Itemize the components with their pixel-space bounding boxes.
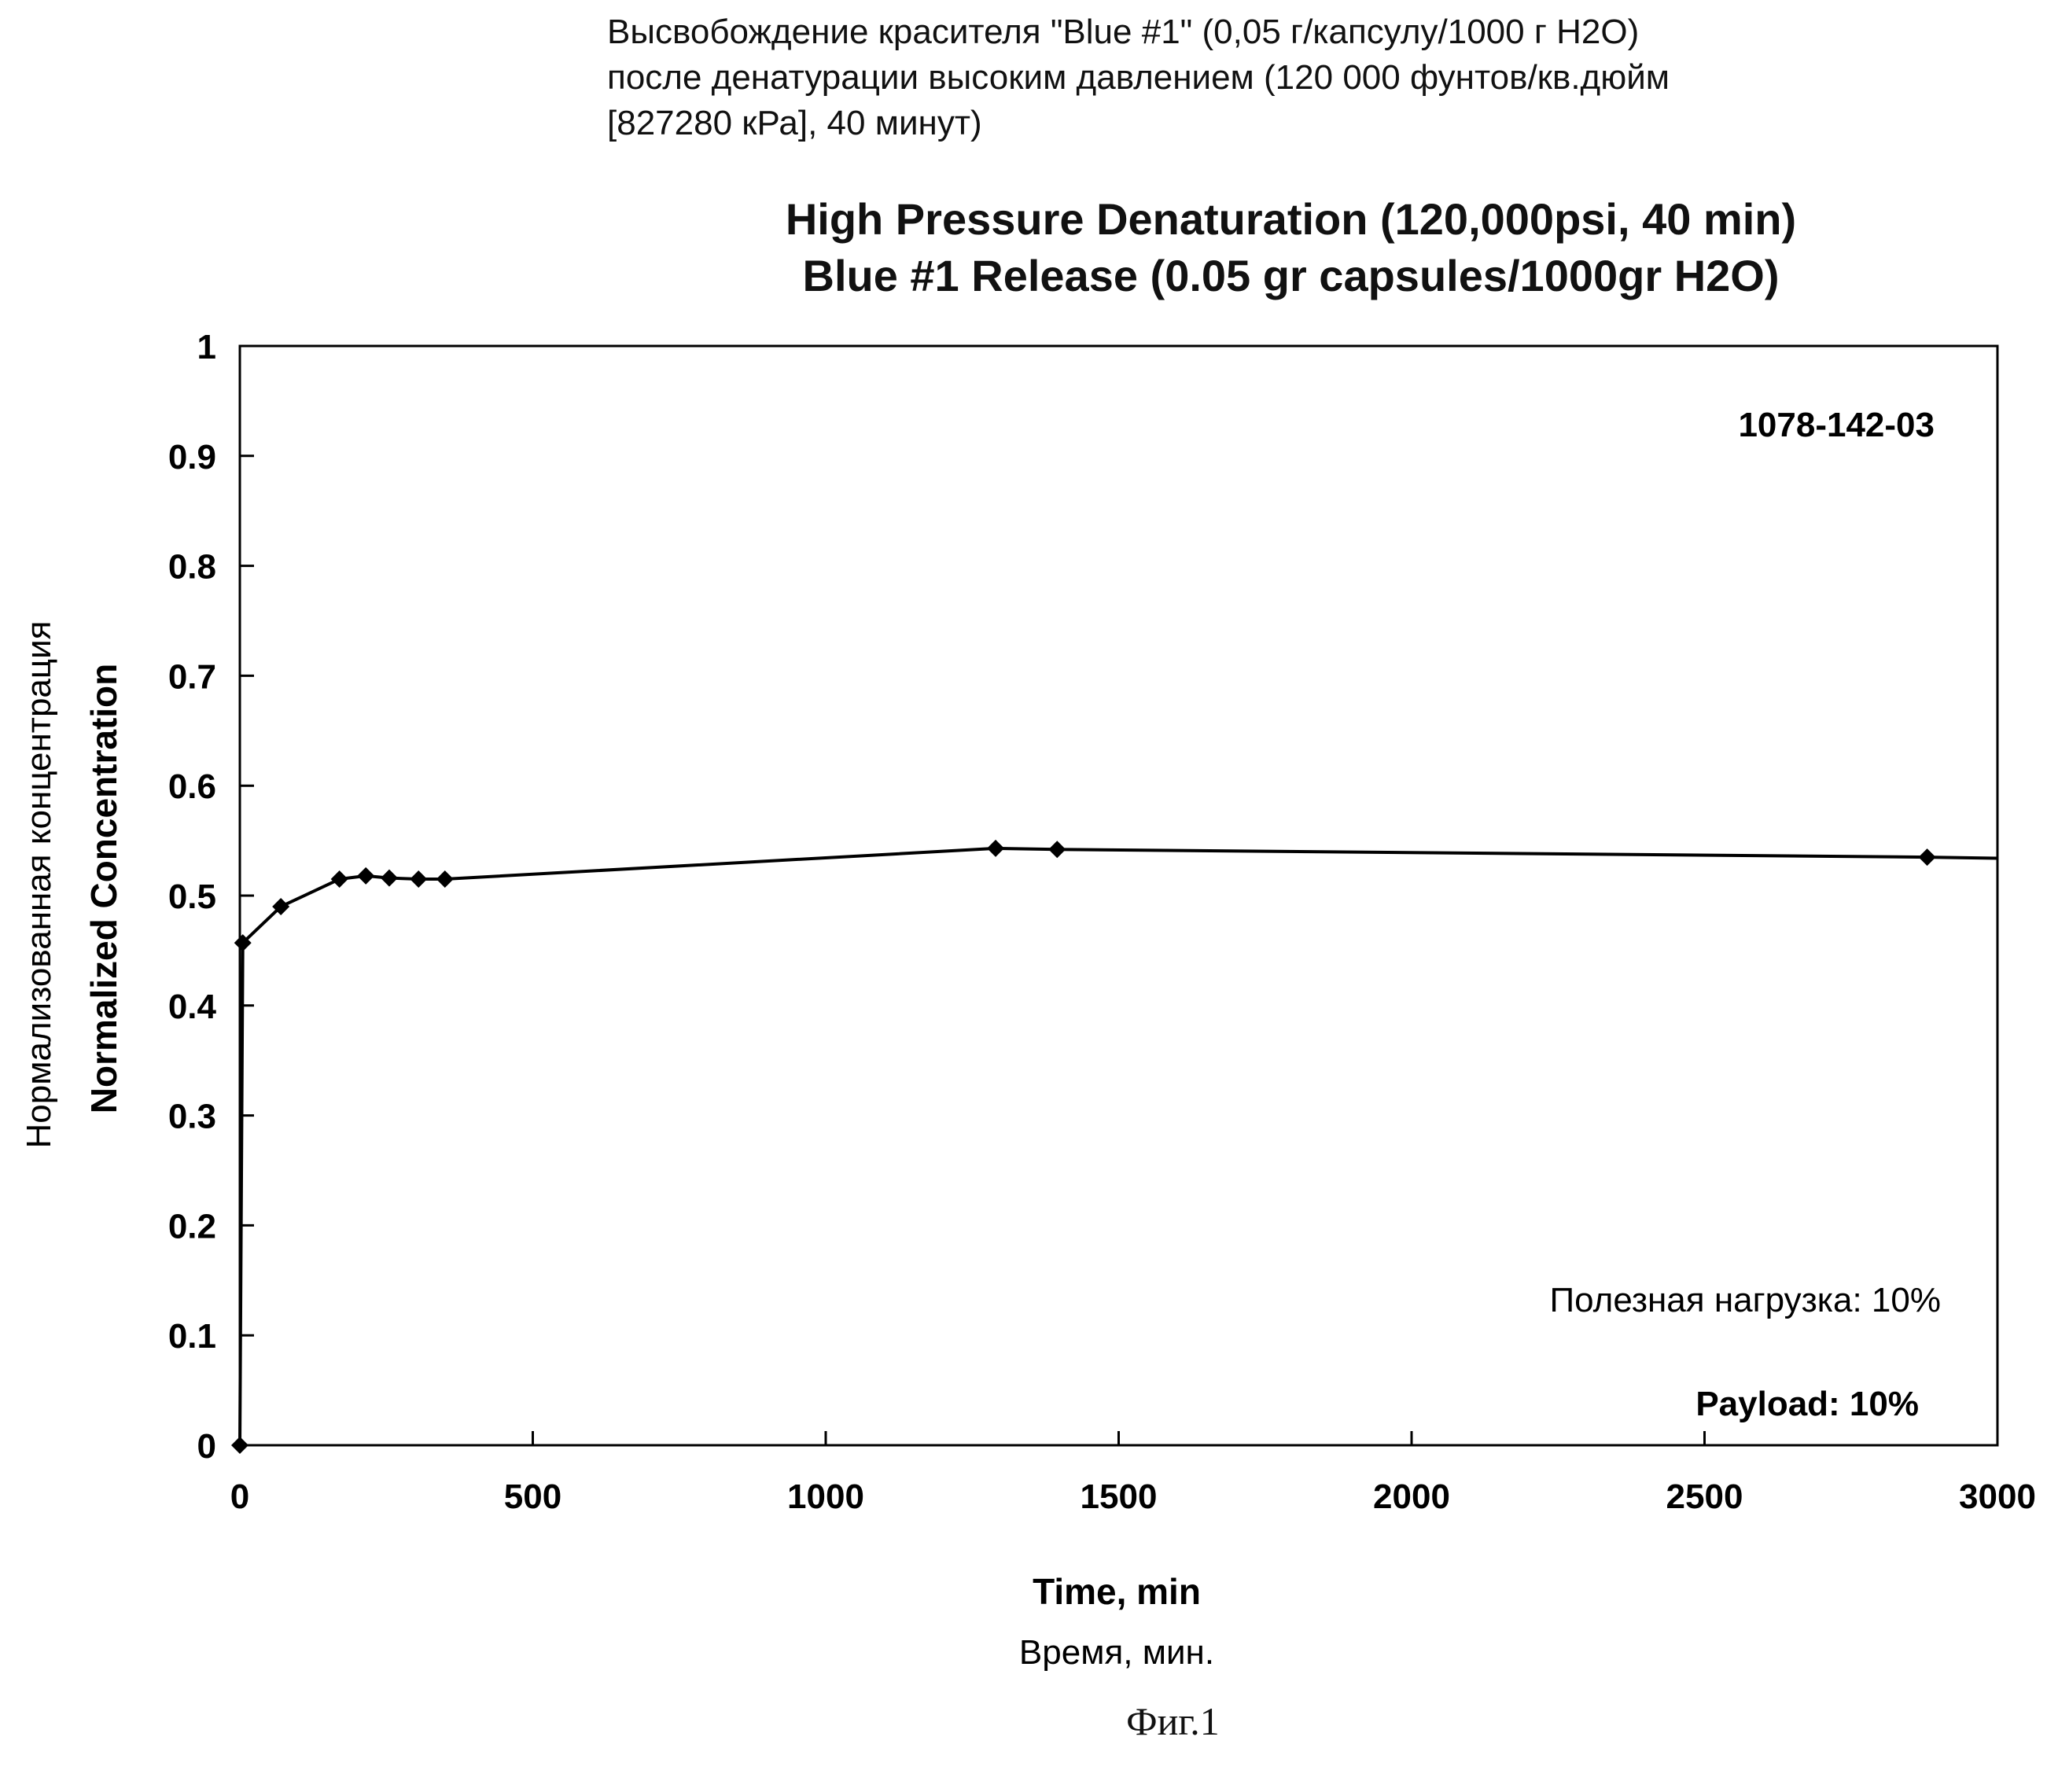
payload-annotation-ru: Полезная нагрузка: 10% — [1550, 1281, 1941, 1319]
x-axis-label-ru: Время, мин. — [1019, 1633, 1214, 1672]
y-tick-label: 0.4 — [168, 988, 217, 1026]
data-point — [1048, 841, 1066, 858]
data-point — [381, 870, 398, 887]
x-tick-label: 3000 — [1959, 1477, 2036, 1516]
sample-id-annotation: 1078-142-03 — [1738, 406, 1935, 444]
chart-ticks: 0 0.1 0.2 0.3 0.4 0.5 0.6 0.7 0.8 0.9 1 0 500 1000 150… — [168, 328, 2036, 1516]
series-line — [240, 848, 1997, 1445]
x-tick-label: 1500 — [1081, 1477, 1158, 1516]
y-axis-label: Normalized Concentration — [83, 664, 124, 1114]
x-tick-label: 2000 — [1373, 1477, 1450, 1516]
y-tick-label: 1 — [197, 328, 216, 366]
y-tick-label: 0.5 — [168, 878, 216, 916]
data-point — [331, 870, 348, 888]
data-point — [987, 840, 1004, 857]
y-tick-label: 0.2 — [168, 1207, 216, 1246]
x-tick-label: 500 — [504, 1477, 561, 1516]
figure-label: Фиг.1 — [0, 1698, 2047, 1744]
x-tick-label: 1000 — [787, 1477, 864, 1516]
data-point — [436, 870, 454, 888]
y-tick-label: 0.1 — [168, 1317, 216, 1356]
line-chart: 0 0.1 0.2 0.3 0.4 0.5 0.6 0.7 0.8 0.9 1 0 500 1000 150… — [0, 0, 2047, 1698]
data-point — [410, 870, 427, 888]
x-axis-label: Time, min — [1033, 1571, 1201, 1612]
data-point — [231, 1437, 249, 1454]
data-point — [1919, 848, 1936, 866]
data-point — [357, 867, 374, 885]
x-tick-label: 2500 — [1666, 1477, 1743, 1516]
y-tick-label: 0.6 — [168, 767, 216, 806]
y-tick-label: 0.7 — [168, 657, 216, 696]
y-axis-label-ru: Нормализованная концентрация — [20, 621, 58, 1149]
payload-annotation-en: Payload: 10% — [1695, 1385, 1919, 1423]
y-tick-label: 0.8 — [168, 548, 216, 587]
y-tick-label: 0.9 — [168, 438, 216, 477]
y-tick-label: 0 — [197, 1427, 216, 1466]
y-tick-label: 0.3 — [168, 1098, 216, 1136]
x-tick-label: 0 — [230, 1477, 249, 1516]
chart-series — [231, 840, 1997, 1454]
